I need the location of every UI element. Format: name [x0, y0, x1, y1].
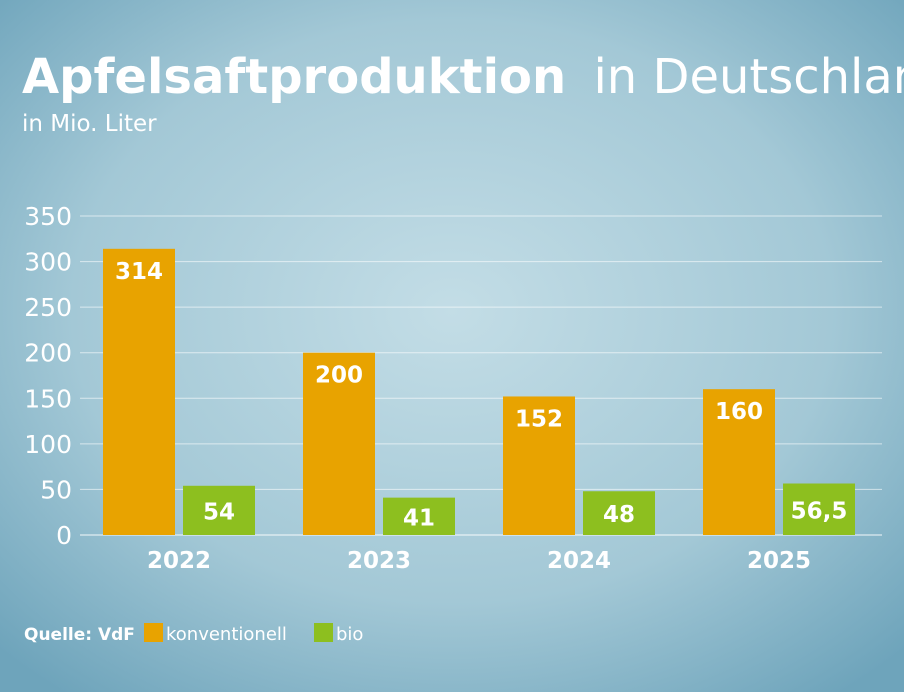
bars: 314 54 200 41 152 48 160 56,5 — [103, 248, 855, 535]
y-tick-label: 350 — [24, 202, 72, 231]
y-tick-label: 100 — [24, 430, 72, 459]
data-label: 41 — [403, 506, 435, 532]
x-tick-label: 2022 — [147, 548, 211, 574]
data-label: 56,5 — [791, 498, 848, 524]
x-tick-label: 2023 — [347, 548, 411, 574]
data-label: 152 — [515, 406, 563, 432]
legend-swatch-konventionell — [144, 623, 163, 642]
y-tick-label: 250 — [24, 293, 72, 322]
bar-bio-2023 — [383, 497, 455, 535]
x-tick-label: 2025 — [747, 548, 811, 574]
y-tick-label: 50 — [40, 475, 72, 504]
bar-konventionell-2022 — [103, 248, 175, 535]
data-label: 314 — [115, 259, 163, 285]
legend: Quelle: VdF konventionell bio — [24, 623, 363, 645]
chart-title-rest: in Deutschland — [593, 49, 904, 105]
legend-swatch-bio — [314, 623, 333, 642]
chart-title-bold: Apfelsaftproduktion — [22, 49, 566, 105]
source-label: Quelle: VdF — [24, 625, 135, 645]
bar-bio-2024 — [583, 491, 655, 535]
bar-konventionell-2023 — [303, 352, 375, 535]
data-label: 54 — [203, 499, 235, 525]
y-axis: 0 50 100 150 200 250 300 350 — [24, 202, 72, 550]
data-label: 48 — [603, 502, 635, 528]
bar-bio-2022 — [183, 485, 255, 535]
y-tick-label: 200 — [24, 339, 72, 368]
data-label: 160 — [715, 399, 763, 425]
bar-bio-2025 — [783, 483, 855, 535]
x-axis: 2022 2023 2024 2025 — [147, 548, 811, 574]
bar-konventionell-2024 — [503, 396, 575, 535]
bar-konventionell-2025 — [703, 389, 775, 535]
legend-label-konventionell: konventionell — [166, 624, 287, 645]
data-label: 200 — [315, 363, 363, 389]
y-tick-label: 300 — [24, 248, 72, 277]
legend-label-bio: bio — [336, 624, 363, 645]
y-tick-label: 150 — [24, 384, 72, 413]
chart-subtitle: in Mio. Liter — [22, 111, 157, 137]
y-tick-label: 0 — [56, 521, 72, 550]
chart-title: Apfelsaftproduktion in Deutschland — [22, 49, 904, 105]
x-tick-label: 2024 — [547, 548, 611, 574]
